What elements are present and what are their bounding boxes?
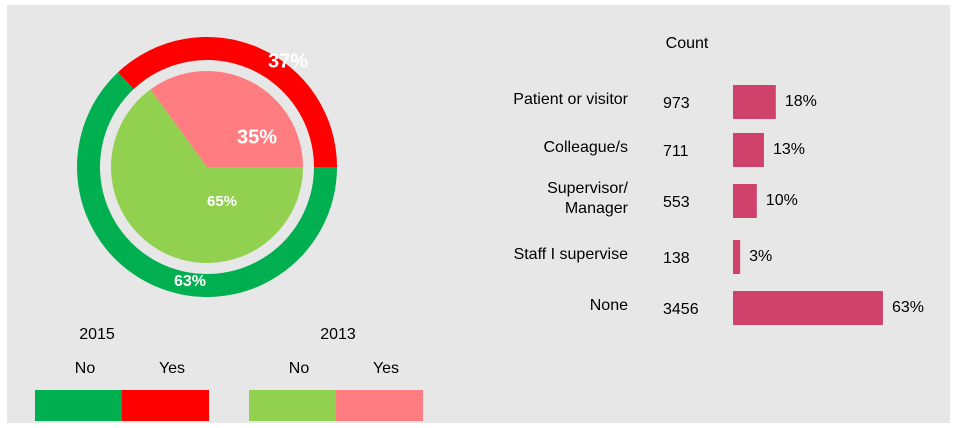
legend-label: No (75, 360, 96, 377)
pie-slice (77, 72, 337, 298)
data-label: 13% (773, 141, 805, 158)
pie-slice (118, 36, 337, 167)
category-label: Staff I supervise (514, 246, 629, 263)
category-label: Colleague/s (544, 139, 629, 156)
bar (733, 184, 757, 218)
count-label: 553 (663, 194, 690, 211)
count-label: 3456 (663, 301, 699, 318)
data-label: 37% (268, 50, 308, 72)
legend-swatch (122, 390, 209, 421)
legend-swatch (249, 390, 336, 421)
legend-label: Yes (159, 360, 185, 377)
data-label: 3% (749, 248, 772, 265)
legend-label: No (289, 360, 310, 377)
legend-label: Yes (373, 360, 399, 377)
data-label: 18% (785, 93, 817, 110)
bar (733, 85, 776, 119)
data-label: 63% (892, 299, 924, 316)
data-label: 65% (207, 193, 237, 210)
bar (733, 291, 883, 325)
category-label: Patient or visitor (513, 91, 628, 108)
legend-swatch (35, 390, 122, 421)
data-label: 63% (174, 273, 206, 290)
count-label: 711 (663, 143, 689, 160)
data-label: 10% (766, 192, 798, 209)
legend-swatch (336, 390, 423, 421)
count-label: 138 (663, 250, 690, 267)
bar (733, 133, 764, 167)
pie-slice (150, 71, 303, 167)
series-name: 2015 (79, 326, 115, 343)
count-label: 973 (663, 95, 690, 112)
category-label: Supervisor/Manager (547, 180, 629, 217)
category-label: None (590, 297, 628, 314)
series-name: 2013 (320, 326, 356, 343)
pie-slice (110, 89, 303, 264)
count-title: Count (666, 35, 709, 52)
data-label: 35% (237, 126, 277, 148)
bar (733, 240, 741, 274)
